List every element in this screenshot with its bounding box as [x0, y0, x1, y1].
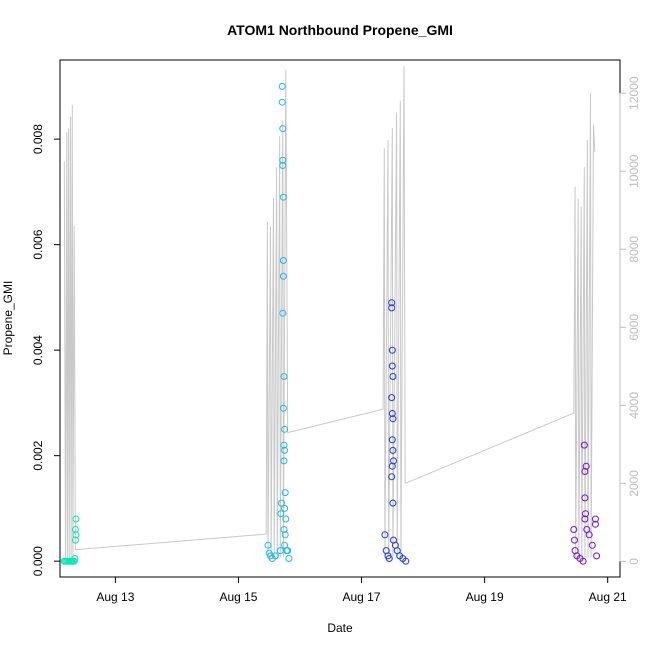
- scatter-point-2-14: [390, 457, 397, 465]
- scatter-point-1-27: [281, 531, 289, 539]
- scatter-point-3-10: [582, 510, 589, 518]
- scatter-point-2-23: [402, 557, 410, 565]
- scatter-point-1-24: [281, 504, 289, 512]
- scatter-point-0-8: [70, 557, 78, 565]
- points-layer: [60, 82, 601, 565]
- y2-tick-label-3: 6000: [627, 314, 641, 341]
- scatter-point-1-0: [264, 541, 272, 549]
- scatter-point-2-8: [389, 373, 397, 380]
- y-axis-label: Propene_GMI: [1, 281, 15, 356]
- scatter-point-3-0: [570, 526, 578, 533]
- y-tick-label-4: 0.008: [31, 124, 45, 154]
- scatter-point-1-22: [280, 457, 288, 465]
- y2-tick-label-4: 8000: [627, 236, 641, 263]
- scatter-point-2-16: [388, 473, 396, 481]
- x-tick-label-1: Aug 15: [219, 590, 257, 604]
- y2-tick-label-0: 0: [627, 558, 641, 565]
- scatter-point-1-17: [280, 373, 288, 380]
- y2-tick-label-6: 12000: [627, 76, 641, 110]
- x-tick-label-4: Aug 21: [589, 590, 627, 604]
- scatter-point-3-1: [571, 536, 578, 544]
- line-layer: [63, 65, 596, 558]
- scatter-point-2-4: [388, 299, 396, 307]
- scatter-point-1-16: [279, 309, 287, 317]
- chart-title: ATOM1 Northbound Propene_GMI: [227, 22, 453, 38]
- x-tick-label-0: Aug 13: [96, 590, 134, 604]
- plot-frame: [59, 59, 621, 578]
- scatter-point-1-11: [279, 156, 287, 164]
- scatter-point-3-17: [593, 552, 601, 560]
- scatter-point-1-30: [284, 547, 292, 555]
- axes-layer: Aug 13 Aug 15 Aug 17 Aug 19 Aug 21 0.000 0.002…: [31, 59, 641, 604]
- scatter-point-0-13: [72, 531, 80, 539]
- scatter-point-2-17: [389, 499, 397, 507]
- scatter-point-1-14: [279, 257, 287, 264]
- scatter-point-3-14: [588, 541, 596, 549]
- scatter-point-1-31: [285, 555, 293, 562]
- y-tick-label-1: 0.002: [31, 440, 45, 470]
- y-tick-label-0: 0.000: [31, 546, 45, 576]
- scatter-point-1-10: [279, 125, 287, 133]
- scatter-point-1-15: [279, 272, 287, 280]
- scatter-point-1-23: [281, 489, 289, 497]
- scatter-point-1-8: [278, 82, 286, 90]
- scatter-point-1-25: [282, 515, 290, 523]
- scatter-point-3-11: [581, 515, 589, 523]
- y2-tick-label-2: 4000: [627, 392, 641, 419]
- scatter-point-1-18: [279, 404, 287, 412]
- scatter-point-0-10: [71, 536, 79, 544]
- scatter-point-2-10: [388, 410, 396, 417]
- x-axis-label: Date: [327, 621, 353, 635]
- scatter-point-2-0: [381, 531, 389, 539]
- secondary-line-series: [63, 65, 596, 558]
- scatter-point-0-12: [71, 526, 79, 533]
- y2-tick-label-5: 10000: [627, 154, 641, 188]
- scatter-point-1-21: [281, 446, 289, 454]
- scatter-point-1-26: [280, 526, 288, 533]
- scatter-point-2-6: [388, 346, 396, 354]
- scatter-point-3-13: [585, 531, 593, 539]
- scatter-point-2-11: [389, 415, 397, 423]
- scatter-point-3-5: [579, 557, 587, 565]
- scatter-point-1-9: [278, 98, 286, 106]
- scatter-point-2-7: [388, 362, 396, 370]
- scatter-point-1-6: [277, 510, 285, 518]
- x-tick-label-2: Aug 17: [343, 590, 381, 604]
- scatter-point-2-5: [388, 304, 396, 312]
- scatter-point-2-13: [389, 446, 397, 454]
- scatter-point-2-12: [388, 436, 396, 444]
- scatter-point-1-19: [281, 425, 289, 433]
- scatter-point-2-15: [388, 462, 396, 470]
- scatter-point-3-6: [581, 494, 589, 502]
- scatter-point-1-20: [280, 441, 288, 449]
- scatter-point-2-9: [388, 394, 396, 402]
- scatter-point-0-11: [72, 515, 80, 523]
- scatter-point-3-16: [591, 520, 599, 528]
- scatter-point-1-7: [278, 499, 285, 507]
- scatter-point-3-15: [591, 515, 599, 523]
- scatter-point-1-12: [279, 162, 287, 169]
- scatter-point-3-9: [582, 462, 590, 470]
- y2-tick-label-1: 2000: [627, 470, 641, 497]
- scatter-point-1-13: [279, 193, 287, 201]
- scatter-point-0-9: [71, 555, 79, 562]
- x-tick-label-3: Aug 19: [466, 590, 504, 604]
- y-tick-label-2: 0.004: [31, 335, 45, 365]
- scatter-point-3-7: [580, 441, 588, 449]
- y-tick-label-3: 0.006: [31, 229, 45, 259]
- scatter-point-2-3: [385, 555, 393, 562]
- scatter-point-1-4: [271, 552, 279, 560]
